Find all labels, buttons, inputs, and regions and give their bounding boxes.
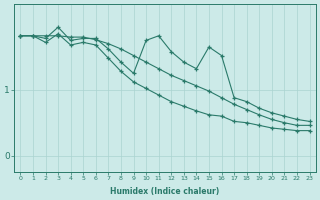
X-axis label: Humidex (Indice chaleur): Humidex (Indice chaleur): [110, 187, 220, 196]
